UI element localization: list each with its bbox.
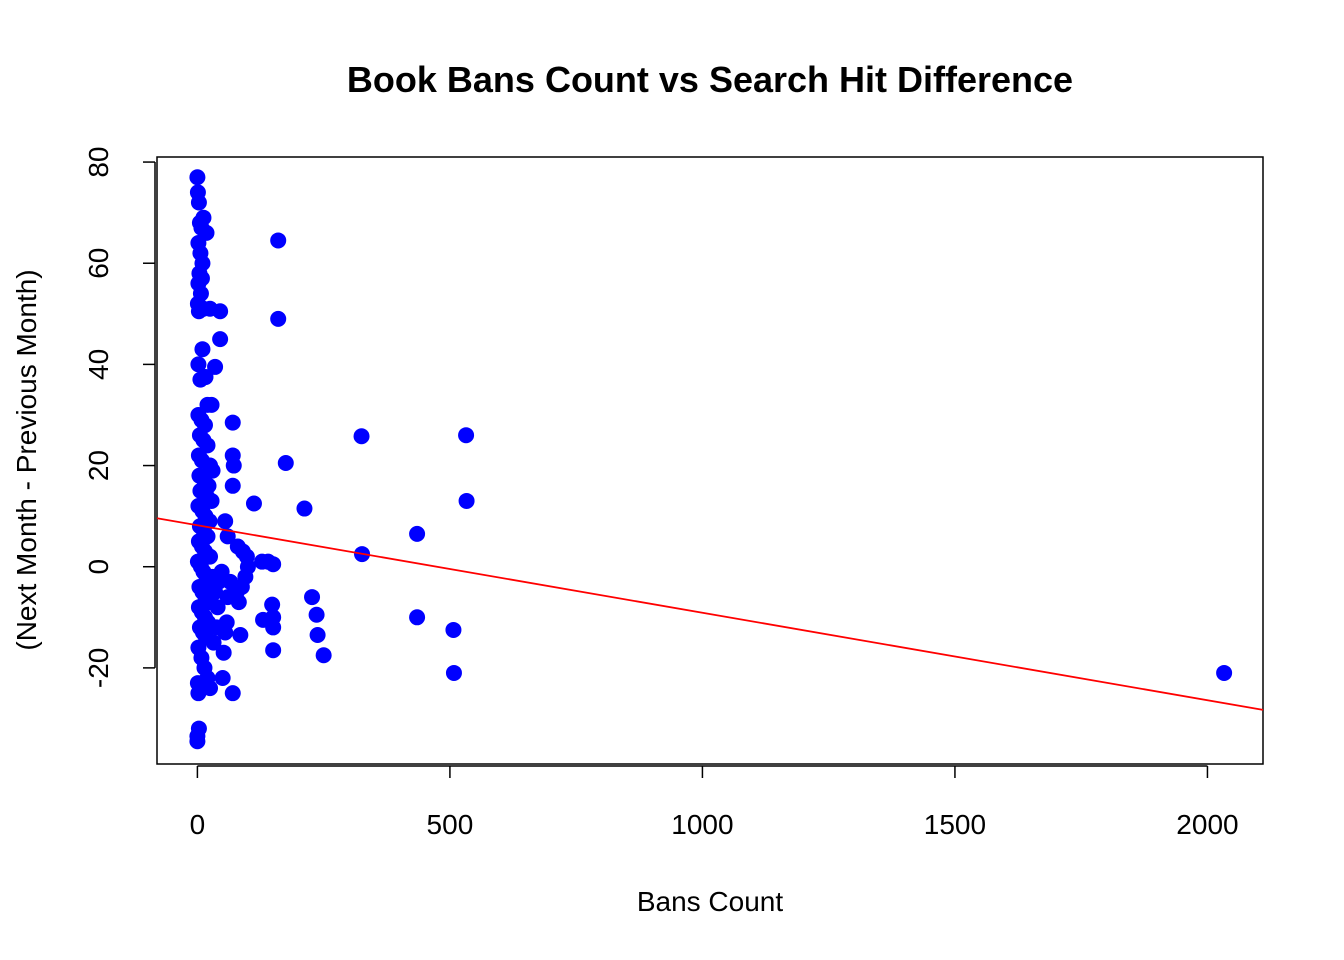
data-point bbox=[190, 356, 207, 373]
plot-frame bbox=[156, 156, 1264, 765]
y-tick-label: 20 bbox=[83, 450, 114, 481]
data-point bbox=[212, 303, 229, 320]
data-point bbox=[197, 369, 214, 386]
data-point bbox=[308, 606, 325, 623]
data-point bbox=[265, 556, 282, 573]
y-axis: -20 0 20 40 60 80 bbox=[83, 146, 156, 688]
x-axis-label: Bans Count bbox=[637, 886, 784, 917]
data-point bbox=[209, 599, 226, 616]
data-point bbox=[224, 477, 241, 494]
data-point bbox=[304, 589, 321, 606]
data-point bbox=[205, 634, 222, 651]
data-point bbox=[309, 627, 326, 644]
x-axis: 0 500 1000 1500 2000 bbox=[190, 765, 1239, 840]
data-point bbox=[215, 644, 232, 661]
x-tick-label: 0 bbox=[190, 809, 206, 840]
data-point bbox=[409, 609, 426, 626]
x-tick-label: 1500 bbox=[924, 809, 986, 840]
data-point bbox=[219, 528, 236, 545]
chart-title: Book Bans Count vs Search Hit Difference bbox=[347, 59, 1073, 100]
data-points bbox=[189, 169, 1233, 750]
data-point bbox=[245, 495, 262, 512]
data-point bbox=[458, 427, 475, 444]
data-point bbox=[224, 414, 241, 431]
data-point bbox=[265, 642, 282, 659]
data-point bbox=[445, 621, 462, 638]
y-tick-label: 60 bbox=[83, 248, 114, 279]
data-point bbox=[203, 396, 220, 413]
data-point bbox=[315, 647, 332, 664]
data-point bbox=[264, 596, 281, 613]
data-point bbox=[270, 310, 287, 327]
data-point bbox=[224, 685, 241, 702]
data-point bbox=[1216, 664, 1233, 681]
y-axis-label: (Next Month - Previous Month) bbox=[11, 269, 42, 650]
data-point bbox=[445, 664, 462, 681]
data-point bbox=[353, 428, 370, 445]
x-tick-label: 500 bbox=[427, 809, 474, 840]
data-point bbox=[190, 194, 207, 211]
data-point bbox=[202, 680, 219, 697]
data-point bbox=[296, 500, 313, 517]
y-tick-label: -20 bbox=[83, 648, 114, 688]
data-point bbox=[458, 492, 475, 509]
data-point bbox=[195, 209, 212, 226]
trend-line bbox=[156, 517, 1264, 711]
data-point bbox=[217, 513, 234, 530]
data-point bbox=[409, 525, 426, 542]
data-point bbox=[270, 232, 287, 249]
data-point bbox=[232, 627, 249, 644]
data-point bbox=[265, 619, 282, 636]
data-point bbox=[214, 670, 231, 687]
x-tick-label: 1000 bbox=[671, 809, 733, 840]
x-tick-label: 2000 bbox=[1176, 809, 1238, 840]
y-tick-label: 80 bbox=[83, 146, 114, 177]
data-point bbox=[189, 733, 206, 750]
y-tick-label: 0 bbox=[83, 559, 114, 575]
data-point bbox=[225, 457, 242, 474]
data-point bbox=[222, 573, 239, 590]
data-point bbox=[189, 169, 206, 186]
data-point bbox=[212, 331, 229, 348]
data-point bbox=[207, 358, 224, 375]
data-point bbox=[219, 589, 236, 606]
data-point bbox=[194, 341, 211, 358]
data-point bbox=[217, 624, 234, 641]
data-point bbox=[277, 455, 294, 472]
y-tick-label: 40 bbox=[83, 349, 114, 380]
